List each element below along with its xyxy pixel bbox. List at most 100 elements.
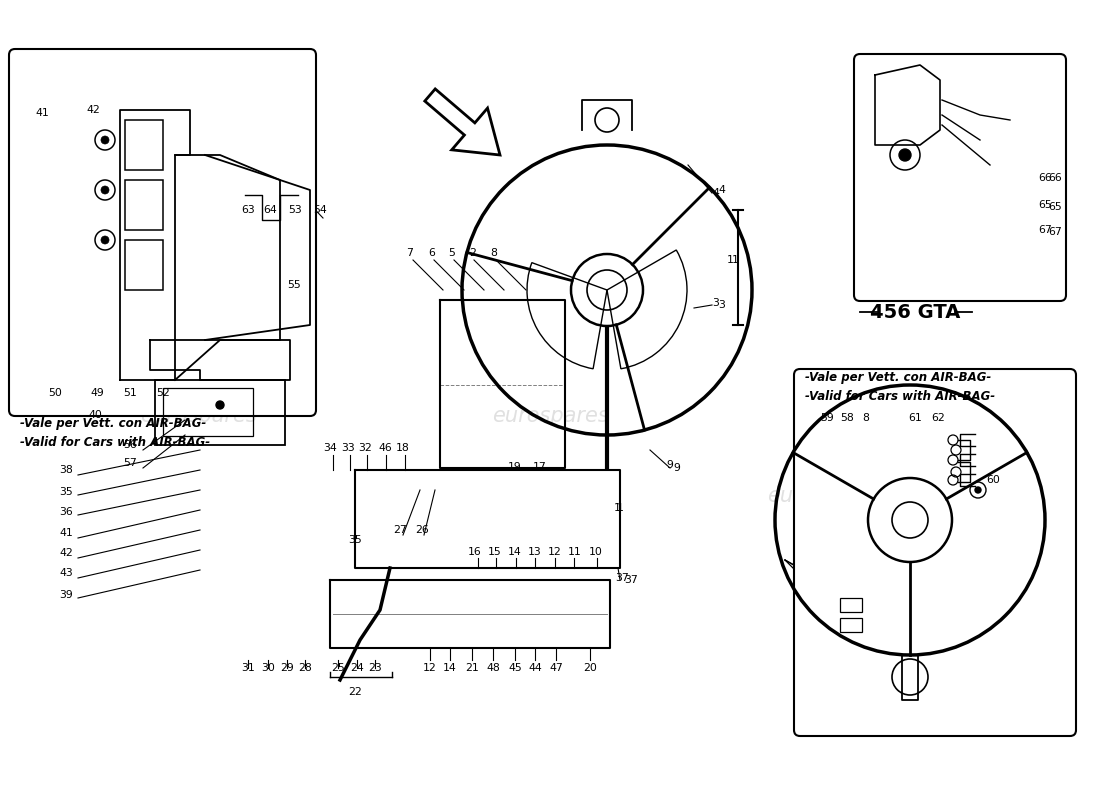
Text: 61: 61 [909, 413, 922, 423]
Bar [840, 618, 862, 632]
Text: 6: 6 [429, 248, 436, 258]
Text: -Valid for Cars with AIR-BAG-: -Valid for Cars with AIR-BAG- [805, 390, 996, 402]
Text: 67: 67 [1048, 227, 1062, 237]
Text: -Vale per Vett. con AIR-BAG-: -Vale per Vett. con AIR-BAG- [20, 417, 207, 430]
Text: 60: 60 [986, 475, 1000, 485]
Text: 46: 46 [378, 443, 392, 453]
Text: 30: 30 [261, 663, 275, 673]
Text: 3: 3 [718, 300, 725, 310]
Circle shape [101, 136, 109, 144]
Text: 47: 47 [549, 663, 563, 673]
Text: 13: 13 [528, 547, 542, 557]
Text: 27: 27 [393, 525, 407, 535]
Text: eurospares: eurospares [767, 486, 883, 506]
Text: 3: 3 [713, 298, 719, 308]
Circle shape [216, 401, 224, 409]
FancyBboxPatch shape [854, 54, 1066, 301]
Text: 38: 38 [59, 465, 73, 475]
Bar [125, 120, 163, 170]
Text: 37: 37 [624, 575, 638, 585]
Text: 44: 44 [528, 663, 542, 673]
Text: 28: 28 [298, 663, 312, 673]
Text: 55: 55 [287, 280, 301, 290]
FancyArrow shape [425, 89, 500, 155]
Text: 14: 14 [443, 663, 456, 673]
Text: 53: 53 [288, 205, 301, 215]
Text: 16: 16 [469, 547, 482, 557]
Text: 1: 1 [614, 503, 620, 513]
Text: 32: 32 [359, 443, 372, 453]
Text: 5: 5 [449, 248, 455, 258]
Text: 37: 37 [615, 573, 629, 583]
Text: 42: 42 [86, 105, 100, 115]
Text: 1: 1 [727, 255, 734, 265]
Text: 26: 26 [415, 525, 429, 535]
Text: 66: 66 [1038, 173, 1052, 183]
Text: 34: 34 [323, 443, 337, 453]
Text: -Valid for Cars with AIR-BAG-: -Valid for Cars with AIR-BAG- [20, 437, 210, 450]
Text: 31: 31 [241, 663, 255, 673]
Text: 9: 9 [673, 463, 680, 473]
Text: -Vale per Vett. con AIR-BAG-: -Vale per Vett. con AIR-BAG- [805, 371, 991, 385]
Text: 67: 67 [1038, 225, 1052, 235]
Circle shape [975, 487, 981, 493]
Text: eurospares: eurospares [492, 406, 608, 426]
Text: 56: 56 [123, 440, 136, 450]
Text: 65: 65 [1048, 202, 1062, 212]
Circle shape [101, 236, 109, 244]
Text: 63: 63 [241, 205, 255, 215]
Bar [125, 240, 163, 290]
Text: 24: 24 [350, 663, 364, 673]
Text: 45: 45 [508, 663, 521, 673]
Circle shape [101, 186, 109, 194]
Text: 12: 12 [548, 547, 562, 557]
Text: 48: 48 [486, 663, 499, 673]
Bar [163, 388, 253, 436]
Text: 2: 2 [470, 248, 476, 258]
FancyBboxPatch shape [794, 369, 1076, 736]
Text: 14: 14 [508, 547, 521, 557]
Text: 4: 4 [718, 185, 725, 195]
Text: 20: 20 [583, 663, 597, 673]
Text: 43: 43 [59, 568, 73, 578]
Text: 1: 1 [732, 255, 739, 265]
Text: 21: 21 [465, 663, 478, 673]
Text: 11: 11 [568, 547, 582, 557]
Text: 7: 7 [407, 248, 414, 258]
Text: 19: 19 [508, 462, 521, 472]
Text: 65: 65 [1038, 200, 1052, 210]
Text: 15: 15 [488, 547, 502, 557]
Text: 456 GTA: 456 GTA [870, 302, 960, 322]
Text: 49: 49 [90, 388, 103, 398]
Text: 9: 9 [667, 460, 673, 470]
Text: 62: 62 [931, 413, 945, 423]
Text: 54: 54 [314, 205, 327, 215]
Text: 58: 58 [840, 413, 854, 423]
Text: 4: 4 [713, 188, 719, 198]
Text: 52: 52 [156, 388, 169, 398]
Text: 17: 17 [534, 462, 547, 472]
Text: 41: 41 [59, 528, 73, 538]
Text: 57: 57 [123, 458, 136, 468]
FancyBboxPatch shape [9, 49, 316, 416]
Text: 10: 10 [590, 547, 603, 557]
Text: 33: 33 [341, 443, 355, 453]
Text: 50: 50 [48, 388, 62, 398]
Text: 40: 40 [88, 410, 102, 420]
Text: 64: 64 [263, 205, 277, 215]
Text: eurospares: eurospares [140, 406, 256, 426]
Text: 8: 8 [862, 413, 869, 423]
Bar [155, 380, 285, 445]
Bar [840, 598, 862, 612]
Text: 8: 8 [491, 248, 497, 258]
Text: 66: 66 [1048, 173, 1062, 183]
Text: 41: 41 [35, 108, 48, 118]
Circle shape [899, 149, 911, 161]
Text: 25: 25 [331, 663, 345, 673]
Text: 42: 42 [59, 548, 73, 558]
Text: 39: 39 [59, 590, 73, 600]
Text: 51: 51 [123, 388, 136, 398]
Text: 36: 36 [59, 507, 73, 517]
Text: 35: 35 [348, 535, 362, 545]
Text: 22: 22 [348, 687, 362, 697]
